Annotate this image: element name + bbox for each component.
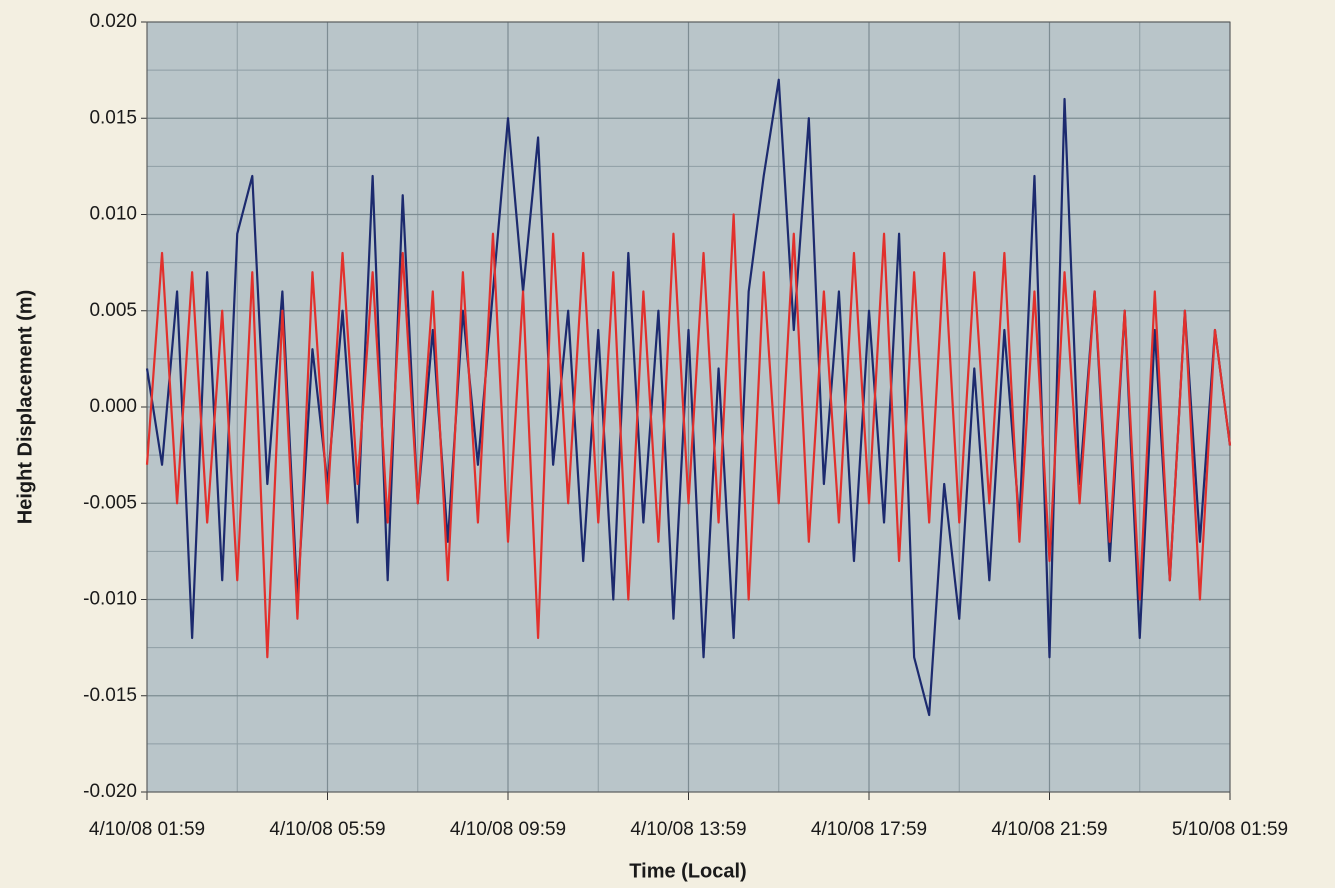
y-tick-label: 0.020: [89, 11, 137, 32]
y-tick-label: -0.020: [83, 781, 137, 802]
y-tick-label: 0.000: [89, 396, 137, 417]
y-tick-label: 0.015: [89, 107, 137, 128]
chart: Time (Local) Height Displacement (m) 0.0…: [0, 0, 1335, 888]
y-tick-label: -0.010: [83, 589, 137, 610]
y-tick-label: 0.010: [89, 204, 137, 225]
y-axis-title: Height Displacement (m): [14, 290, 36, 524]
x-axis-title: Time (Local): [629, 860, 746, 882]
y-tick-label: 0.005: [89, 300, 137, 321]
x-tick-label: 4/10/08 01:59: [89, 819, 205, 840]
y-tick-label: -0.015: [83, 685, 137, 706]
y-tick-label: -0.005: [83, 492, 137, 513]
x-tick-label: 4/10/08 21:59: [991, 819, 1107, 840]
x-tick-label: 4/10/08 13:59: [630, 819, 746, 840]
x-tick-label: 4/10/08 09:59: [450, 819, 566, 840]
x-tick-label: 4/10/08 05:59: [269, 819, 385, 840]
x-tick-label: 4/10/08 17:59: [811, 819, 927, 840]
x-tick-label: 5/10/08 01:59: [1172, 819, 1288, 840]
